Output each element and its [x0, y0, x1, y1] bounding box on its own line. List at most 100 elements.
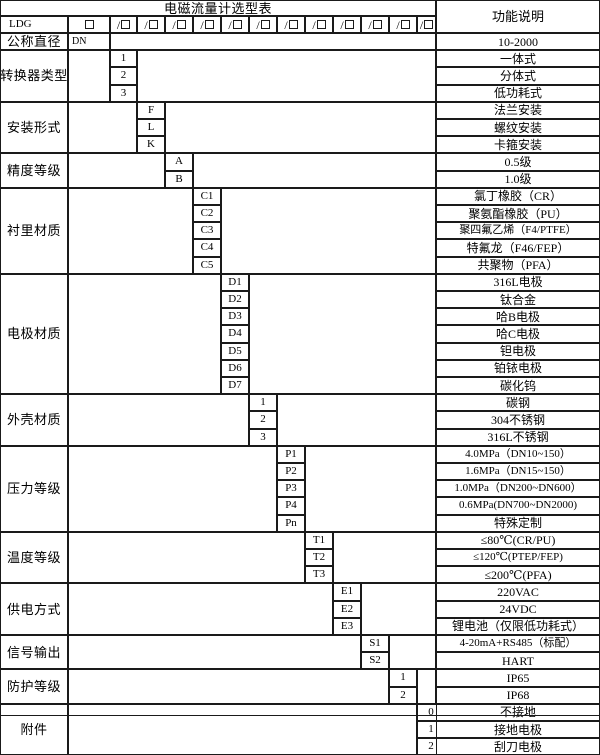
code-cell-5-2[interactable]: D3	[221, 308, 249, 326]
code-box-11[interactable]: /	[389, 16, 417, 33]
description-cell-6-1: 304不锈钢	[436, 411, 600, 429]
code-box-4[interactable]: /	[193, 16, 221, 33]
empty-box-icon	[121, 20, 131, 29]
code-cell-7-1[interactable]: P2	[277, 463, 305, 481]
model-prefix-label: LDG	[0, 16, 68, 33]
section-right-blank-11	[417, 669, 436, 704]
code-cell-4-3[interactable]: C4	[193, 239, 221, 257]
code-box-7[interactable]: /	[277, 16, 305, 33]
section-left-blank-8	[68, 531, 305, 584]
code-box-10[interactable]: /	[361, 16, 389, 33]
code-cell-2-2[interactable]: K	[137, 136, 165, 154]
code-cell-5-0[interactable]: D1	[221, 273, 249, 291]
code-cell-2-1[interactable]: L	[137, 119, 165, 137]
empty-box-icon	[372, 20, 382, 29]
code-cell-5-3[interactable]: D4	[221, 325, 249, 343]
code-cell-11-0[interactable]: 1	[389, 669, 417, 687]
code-cell-4-1[interactable]: C2	[193, 205, 221, 223]
section-label-4: 衬里材质	[0, 187, 68, 274]
section-right-blank-1	[137, 50, 436, 102]
code-cell-10-0[interactable]: S1	[361, 635, 389, 653]
code-cell-0-0[interactable]: DN	[68, 33, 110, 51]
code-box-6[interactable]: /	[249, 16, 277, 33]
code-cell-4-0[interactable]: C1	[193, 187, 221, 205]
description-cell-1-0: 一体式	[436, 50, 600, 68]
empty-box-icon	[176, 20, 186, 29]
section-right-blank-10	[389, 635, 436, 670]
code-cell-4-2[interactable]: C3	[193, 222, 221, 240]
section-right-blank-8	[333, 531, 436, 584]
section-left-blank-11	[68, 669, 389, 704]
code-box-8[interactable]: /	[305, 16, 333, 33]
code-cell-7-0[interactable]: P1	[277, 445, 305, 463]
empty-box-icon	[84, 20, 94, 29]
code-cell-6-2[interactable]: 3	[249, 428, 277, 446]
section-label-1: 转换器类型	[0, 50, 68, 102]
code-cell-5-5[interactable]: D6	[221, 359, 249, 377]
section-left-blank-10	[68, 635, 361, 670]
code-cell-4-4[interactable]: C5	[193, 256, 221, 274]
code-box-2[interactable]: /	[137, 16, 165, 33]
code-cell-8-0[interactable]: T1	[305, 531, 333, 549]
code-box-12[interactable]: /	[417, 16, 436, 33]
code-cell-6-0[interactable]: 1	[249, 394, 277, 412]
section-right-blank-9	[361, 583, 436, 635]
section-label-0: 公称直径	[0, 33, 68, 51]
slash-separator: /	[256, 17, 260, 32]
description-cell-0-0: 10-2000	[436, 33, 600, 51]
code-cell-6-1[interactable]: 2	[249, 411, 277, 429]
description-cell-5-1: 钛合金	[436, 291, 600, 309]
description-cell-12-0: 不接地	[436, 703, 600, 721]
code-cell-3-0[interactable]: A	[165, 153, 193, 171]
code-cell-5-4[interactable]: D5	[221, 342, 249, 360]
description-cell-2-1: 螺纹安装	[436, 119, 600, 137]
description-cell-8-1: ≤120℃(PTEP/FEP)	[436, 549, 600, 567]
code-box-0[interactable]	[68, 16, 110, 33]
section-label-6: 外壳材质	[0, 394, 68, 446]
code-cell-5-6[interactable]: D7	[221, 377, 249, 395]
section-left-blank-7	[68, 445, 277, 532]
description-cell-1-1: 分体式	[436, 67, 600, 85]
slash-separator: /	[419, 17, 424, 32]
section-right-blank-0	[110, 33, 436, 51]
section-left-blank-6	[68, 394, 249, 446]
code-cell-7-4[interactable]: Pn	[277, 514, 305, 532]
description-cell-8-0: ≤80℃(CR/PU)	[436, 531, 600, 549]
code-cell-10-1[interactable]: S2	[361, 652, 389, 670]
code-cell-9-0[interactable]: E1	[333, 583, 361, 601]
description-cell-4-0: 氯丁橡胶（CR）	[436, 187, 600, 205]
section-left-blank-5	[68, 273, 221, 395]
description-cell-7-3: 0.6MPa(DN700~DN2000)	[436, 497, 600, 515]
code-cell-7-2[interactable]: P3	[277, 480, 305, 498]
code-cell-3-1[interactable]: B	[165, 170, 193, 188]
description-cell-9-2: 锂电池（仅限低功耗式）	[436, 617, 600, 635]
code-cell-9-1[interactable]: E2	[333, 600, 361, 618]
code-cell-5-1[interactable]: D2	[221, 291, 249, 309]
description-cell-11-0: IP65	[436, 669, 600, 687]
code-cell-2-0[interactable]: F	[137, 101, 165, 119]
code-cell-8-2[interactable]: T3	[305, 566, 333, 584]
code-cell-1-2[interactable]: 3	[110, 84, 137, 102]
code-cell-7-3[interactable]: P4	[277, 497, 305, 515]
code-cell-11-1[interactable]: 2	[389, 686, 417, 704]
slash-separator: /	[144, 17, 148, 32]
slash-separator: /	[172, 17, 176, 32]
empty-box-icon	[260, 20, 270, 29]
description-cell-8-2: ≤200℃(PFA)	[436, 566, 600, 584]
code-cell-8-1[interactable]: T2	[305, 549, 333, 567]
section-left-blank-3	[68, 153, 165, 188]
slash-separator: /	[368, 17, 372, 32]
section-right-blank-7	[305, 445, 436, 532]
slash-separator: /	[340, 17, 344, 32]
description-cell-7-1: 1.6MPa（DN15~150）	[436, 463, 600, 481]
empty-box-icon	[204, 20, 214, 29]
code-box-3[interactable]: /	[165, 16, 193, 33]
code-box-1[interactable]: /	[110, 16, 137, 33]
code-cell-1-0[interactable]: 1	[110, 50, 137, 68]
section-right-blank-3	[193, 153, 436, 188]
section-left-blank-9	[68, 583, 333, 635]
code-cell-9-2[interactable]: E3	[333, 617, 361, 635]
code-box-9[interactable]: /	[333, 16, 361, 33]
code-cell-1-1[interactable]: 2	[110, 67, 137, 85]
code-box-5[interactable]: /	[221, 16, 249, 33]
